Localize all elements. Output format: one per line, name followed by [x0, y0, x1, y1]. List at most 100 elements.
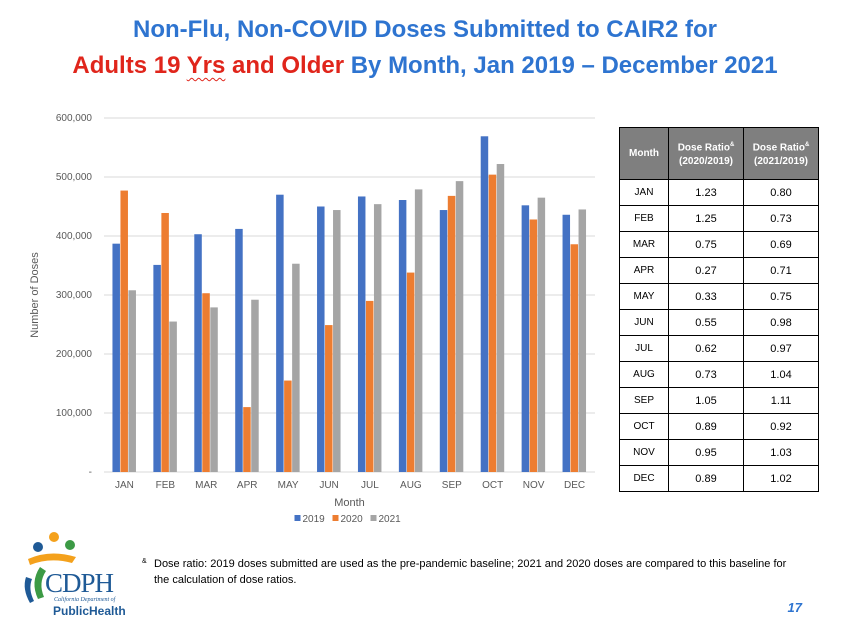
header-ratio-2021-mark: &	[804, 141, 810, 148]
bar-2020	[406, 272, 415, 472]
header-ratio-2020-sub: (2020/2019)	[679, 156, 733, 168]
header-month: Month	[619, 127, 669, 180]
row-ratio-2021: 0.73	[743, 205, 819, 232]
row-month: OCT	[619, 413, 669, 440]
row-ratio-2021: 0.71	[743, 257, 819, 284]
y-tick-label: -	[89, 467, 92, 478]
row-month: SEP	[619, 387, 669, 414]
row-ratio-2020: 1.05	[668, 387, 744, 414]
row-ratio-2021: 0.98	[743, 309, 819, 336]
table-row: MAY 0.33 0.75	[619, 283, 819, 310]
table-row: DEC 0.89 1.02	[619, 465, 819, 492]
row-ratio-2020: 0.75	[668, 231, 744, 258]
x-tick-label: MAY	[278, 480, 299, 491]
row-month: JAN	[619, 179, 669, 206]
title-blue-b: Jan 2019 – December 2021	[473, 52, 778, 79]
row-ratio-2021: 0.69	[743, 231, 819, 258]
table-row: AUG 0.73 1.04	[619, 361, 819, 388]
bar-2021	[128, 290, 136, 472]
row-ratio-2020: 1.25	[668, 205, 744, 232]
row-ratio-2021: 1.04	[743, 361, 819, 388]
bar-2021	[169, 321, 177, 472]
x-tick-label: MAR	[195, 480, 217, 491]
title-red-a: Adults 19	[72, 52, 187, 79]
bar-2019	[317, 206, 325, 472]
bar-2020	[488, 174, 497, 472]
table-row: JUL 0.62 0.97	[619, 335, 819, 362]
x-tick-label: OCT	[482, 480, 503, 491]
bar-2019	[153, 264, 161, 472]
y-tick-label: 300,000	[56, 290, 93, 301]
title-red-b: Yrs	[186, 52, 226, 79]
bar-2019	[112, 243, 120, 472]
title-line-2: Adults 19 Yrs and Older By Month, Jan 20…	[0, 52, 850, 80]
bar-2021	[292, 263, 300, 472]
legend-label: 2021	[379, 514, 402, 525]
page-number: 17	[787, 600, 802, 615]
bar-2020	[120, 190, 128, 472]
footnote-mark: &	[142, 558, 147, 565]
bar-2021	[578, 209, 587, 472]
legend-swatch-2020	[332, 515, 339, 521]
y-tick-label: 600,000	[56, 113, 93, 124]
x-axis-title: Month	[334, 497, 365, 509]
bar-2021	[333, 210, 341, 472]
row-ratio-2020: 0.89	[668, 413, 744, 440]
row-month: JUL	[619, 335, 669, 362]
table-row: NOV 0.95 1.03	[619, 439, 819, 466]
bar-2020	[365, 300, 374, 472]
y-tick-label: 100,000	[56, 408, 93, 419]
row-month: AUG	[619, 361, 669, 388]
table-row: JUN 0.55 0.98	[619, 309, 819, 336]
row-ratio-2021: 0.92	[743, 413, 819, 440]
x-tick-label: APR	[237, 480, 258, 491]
title-blue-a: By Month,	[344, 52, 474, 79]
bar-2019	[480, 136, 489, 472]
legend-swatch-2019	[294, 515, 301, 521]
row-ratio-2021: 1.11	[743, 387, 819, 414]
bar-2020	[161, 212, 169, 472]
row-month: MAR	[619, 231, 669, 258]
logo-sub: California Department of	[54, 597, 116, 603]
bar-2020	[243, 407, 251, 472]
header-ratio-2020-label: Dose Ratio	[677, 142, 730, 154]
table-row: OCT 0.89 0.92	[619, 413, 819, 440]
y-tick-label: 200,000	[56, 349, 93, 360]
bar-2021	[210, 307, 218, 472]
cdph-logo-icon	[24, 532, 76, 603]
row-ratio-2020: 0.55	[668, 309, 744, 336]
bar-2020	[529, 219, 538, 472]
header-ratio-2020: Dose Ratio& (2020/2019)	[668, 127, 744, 180]
bar-2021	[496, 164, 505, 472]
bar-2021	[455, 181, 464, 472]
header-ratio-2021-label: Dose Ratio	[752, 142, 805, 154]
row-ratio-2020: 0.89	[668, 465, 744, 492]
row-ratio-2021: 1.03	[743, 439, 819, 466]
row-month: DEC	[619, 465, 669, 492]
x-tick-label: NOV	[523, 480, 545, 491]
bar-2020	[570, 244, 579, 472]
row-ratio-2020: 0.95	[668, 439, 744, 466]
row-month: NOV	[619, 439, 669, 466]
bar-2019	[439, 210, 448, 472]
row-ratio-2020: 0.73	[668, 361, 744, 388]
bar-2019	[521, 205, 530, 472]
x-tick-label: FEB	[156, 480, 176, 491]
logo-name: CDPH	[45, 568, 114, 598]
bar-2019	[194, 234, 202, 472]
x-tick-label: JAN	[115, 480, 134, 491]
row-ratio-2021: 0.80	[743, 179, 819, 206]
x-tick-label: JUN	[319, 480, 338, 491]
footnote-text: Dose ratio: 2019 doses submitted are use…	[154, 558, 787, 586]
bar-2021	[251, 299, 259, 472]
legend-swatch-2021	[370, 515, 377, 521]
y-axis-title: Number of Doses	[29, 252, 41, 338]
x-tick-label: JUL	[361, 480, 379, 491]
title-red-c: and Older	[225, 52, 345, 79]
header-ratio-2020-mark: &	[729, 141, 735, 148]
table-row: MAR 0.75 0.69	[619, 231, 819, 258]
header-ratio-2021-sub: (2021/2019)	[754, 156, 808, 168]
row-ratio-2020: 0.62	[668, 335, 744, 362]
y-tick-label: 500,000	[56, 172, 93, 183]
row-month: FEB	[619, 205, 669, 232]
